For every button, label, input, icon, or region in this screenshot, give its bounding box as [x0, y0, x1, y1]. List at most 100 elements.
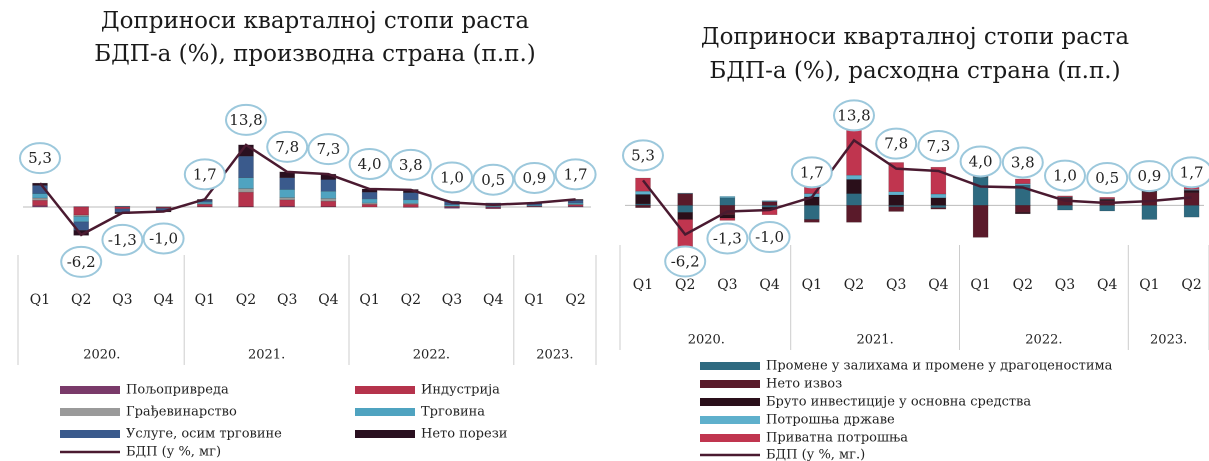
- value-label: 0,5: [1095, 169, 1119, 187]
- bar-segment: [320, 191, 337, 199]
- x-tick-label: Q2: [401, 292, 421, 308]
- value-label: -6,2: [671, 253, 700, 271]
- value-bubble: [706, 222, 749, 255]
- value-label: -1,3: [713, 229, 742, 247]
- bar-segment: [930, 205, 947, 208]
- value-bubble: [664, 245, 707, 278]
- x-tick-label: Q2: [565, 292, 585, 308]
- bar-segment: [320, 200, 337, 207]
- value-bubble: [790, 156, 833, 189]
- legend-label: Приватна потрошња: [766, 431, 908, 446]
- x-tick-label: Q1: [633, 277, 653, 293]
- value-bubble: [1170, 156, 1209, 189]
- legend-label: Услуге, осим трговине: [126, 427, 282, 442]
- bar-segment: [677, 205, 693, 213]
- legend-label: Трговина: [421, 405, 485, 420]
- legend-label: Нето извоз: [766, 377, 842, 392]
- bar-segment: [846, 205, 862, 223]
- value-bubble: [348, 148, 391, 180]
- value-bubble: [1086, 161, 1129, 194]
- bar-segment: [197, 204, 213, 207]
- x-tick-label: Q4: [759, 277, 779, 293]
- bar-segment: [846, 193, 862, 206]
- bar-segment: [888, 162, 904, 192]
- x-tick-label: Q1: [359, 292, 379, 308]
- x-tick-label: Q1: [524, 292, 544, 308]
- bar-segment: [1057, 195, 1073, 198]
- bar-segment: [403, 192, 419, 201]
- group-label: 2020.: [688, 333, 725, 348]
- value-label: 1,7: [800, 163, 824, 181]
- value-label: 7,8: [884, 135, 908, 153]
- x-tick-label: Q3: [1055, 277, 1075, 293]
- value-bubble: [748, 221, 791, 254]
- x-tick-label: Q4: [483, 292, 503, 308]
- bar-segment: [361, 191, 378, 200]
- value-label: 0,9: [522, 169, 546, 187]
- value-bubble: [622, 139, 664, 172]
- legend-label: Нето порези: [421, 427, 507, 442]
- bar-segment: [930, 197, 947, 206]
- bar-segment: [1099, 197, 1115, 199]
- value-label: -1,0: [755, 228, 784, 246]
- group-label: 2021.: [856, 333, 893, 348]
- bar-segment: [888, 194, 904, 206]
- value-label: 1,7: [193, 165, 217, 183]
- legend-swatch: [700, 362, 760, 370]
- legend-swatch: [355, 408, 415, 416]
- x-tick-label: Q1: [195, 292, 215, 308]
- bar-segment: [761, 200, 778, 202]
- bar-segment: [1099, 205, 1115, 212]
- bar-segment: [930, 193, 947, 199]
- bar-segment: [846, 179, 862, 194]
- bar-segment: [804, 205, 820, 220]
- value-label: 1,7: [1180, 163, 1204, 181]
- bar-segment: [238, 191, 254, 207]
- bar-segment: [1015, 212, 1031, 215]
- gdp-line: [642, 138, 1192, 237]
- x-tick-label: Q3: [277, 292, 297, 308]
- value-bubble: [875, 127, 918, 160]
- bar-segment: [846, 174, 862, 180]
- bar-segment: [761, 201, 778, 206]
- group-label: 2023.: [536, 348, 573, 363]
- bar-segment: [888, 191, 904, 196]
- value-label: 1,7: [564, 165, 588, 183]
- value-bubble: [833, 99, 875, 132]
- group-label: 2020.: [83, 348, 120, 363]
- x-tick-label: Q2: [71, 292, 91, 308]
- bar-segment: [804, 219, 820, 223]
- value-bubble: [513, 161, 556, 194]
- x-tick-label: Q3: [886, 277, 906, 293]
- value-bubble: [101, 223, 144, 256]
- legend-label: Грађевинарство: [126, 405, 237, 420]
- value-bubble: [431, 161, 473, 194]
- group-label: 2022.: [1025, 333, 1062, 348]
- bar-segment: [1015, 183, 1031, 186]
- group-label: 2023.: [1150, 333, 1187, 348]
- value-label: 4,0: [358, 155, 382, 173]
- chart-title: Доприноси кварталној стопи раста: [101, 8, 530, 34]
- bar-segment: [930, 207, 947, 210]
- bar-segment: [677, 193, 693, 206]
- value-label: -1,3: [108, 231, 137, 249]
- bar-segment: [1141, 191, 1158, 206]
- bar-segment: [972, 176, 989, 206]
- bar-segment: [1183, 190, 1200, 193]
- bar-segment: [73, 206, 89, 216]
- value-label: 3,8: [399, 156, 423, 174]
- value-bubble: [60, 245, 103, 278]
- x-tick-label: Q4: [153, 292, 173, 308]
- legend-label: Бруто инвестиције у основна средства: [766, 395, 1031, 410]
- bar-segment: [361, 198, 378, 204]
- group-label: 2022.: [413, 348, 450, 363]
- value-label: 7,3: [316, 140, 340, 158]
- bar-segment: [197, 201, 213, 205]
- bar-segment: [719, 217, 736, 221]
- value-label: 5,3: [631, 146, 655, 164]
- bar-segment: [1015, 178, 1031, 184]
- bar-segment: [114, 206, 131, 210]
- bar-segment: [1141, 205, 1158, 220]
- legend-swatch: [700, 398, 760, 406]
